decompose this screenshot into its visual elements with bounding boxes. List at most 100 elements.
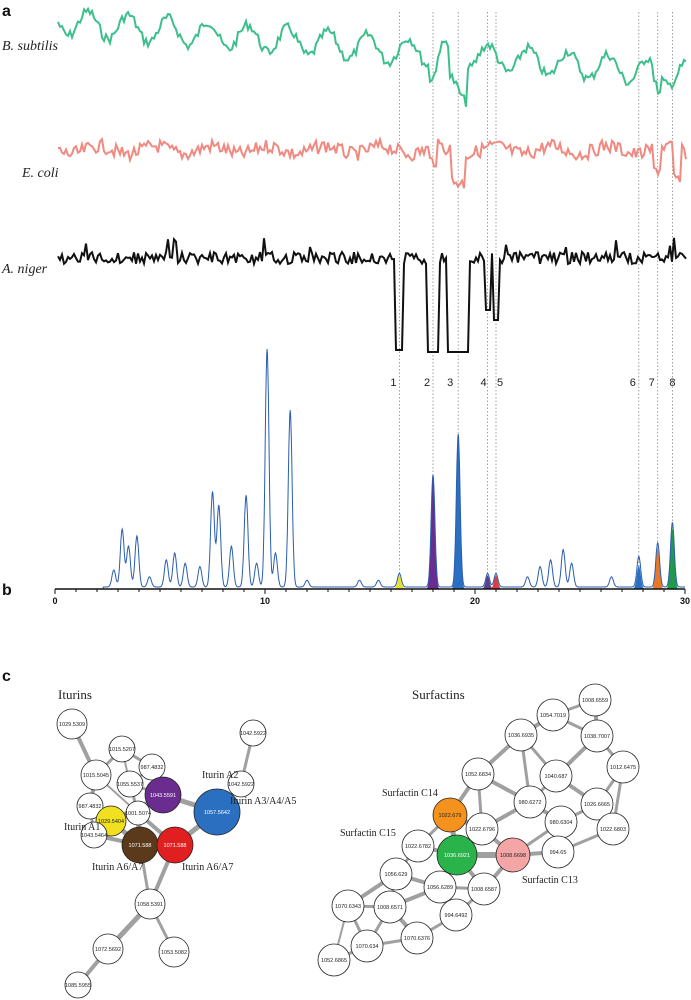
network-node-label: 1052.6865 — [321, 958, 347, 964]
network-node — [76, 792, 104, 820]
network-node-label: 1057.5642 — [204, 810, 230, 816]
network-node — [606, 750, 640, 784]
organism-label-ecoli: E. coli — [21, 166, 59, 181]
filled-peak — [394, 575, 405, 589]
filled-peak — [450, 436, 466, 589]
network-node — [239, 719, 267, 747]
x-tick-label: 10 — [260, 596, 270, 606]
network-node-label: 980.6272 — [519, 800, 542, 806]
compound-label: Iturin A6/A7 — [182, 862, 233, 873]
network-node-label: 1070.6343 — [335, 904, 361, 910]
chromatogram-trace — [55, 348, 685, 590]
network-node — [158, 936, 190, 968]
network-node-label: 1071.588 — [129, 843, 152, 849]
network-node — [580, 719, 614, 753]
network-node-label: 1072.5692 — [95, 947, 121, 953]
network-node — [125, 800, 151, 826]
network-node-label: 1008.6587 — [471, 887, 497, 893]
bioassay-traces — [57, 6, 687, 353]
x-axis: 0 10 20 30 — [52, 588, 690, 606]
network-node-label: 1015.5207 — [109, 747, 135, 753]
network-node-label: 980.6304 — [550, 820, 573, 826]
compound-label: Iturin A6/A7 — [92, 862, 143, 873]
compound-label: Surfactin C13 — [522, 875, 578, 886]
filled-peak — [652, 548, 663, 589]
network-node-label: 987.4832 — [79, 804, 102, 810]
network-node — [578, 683, 612, 717]
network-node — [350, 929, 384, 963]
network-node-label: 1053.5082 — [161, 950, 187, 956]
network-node-label: 1042.5922 — [240, 731, 266, 737]
network-node-label: 1008.6571 — [377, 905, 403, 911]
filled-peak — [482, 575, 493, 589]
network-node-label: 1085.5955 — [65, 983, 91, 989]
network-node — [539, 759, 573, 793]
organism-label-aniger: A. niger — [1, 262, 48, 277]
network-node — [156, 826, 194, 864]
network-node-label: 1008.6698 — [500, 853, 526, 859]
network-node-label: 1022.6796 — [469, 827, 495, 833]
network-node — [504, 718, 538, 752]
network-node — [134, 888, 166, 920]
network-node-label: 1008.6559 — [582, 698, 608, 704]
network-node-label: 1042.5922 — [228, 782, 254, 788]
network-node-label: 1052.6834 — [465, 772, 491, 778]
network-node — [536, 698, 570, 732]
organism-label-bsubtilis: B. subtilis — [2, 39, 59, 54]
peak-marker-lines — [398, 12, 673, 585]
compound-label: Surfactin C14 — [382, 788, 438, 799]
network-node — [108, 735, 136, 763]
network-node-label: 1036.6935 — [508, 733, 534, 739]
network-node — [465, 812, 499, 846]
iturin-network-title: Iturins — [58, 687, 92, 702]
compound-label: Surfactin C15 — [340, 828, 396, 839]
network-node-label: 1055.5537 — [117, 782, 143, 788]
network-node — [227, 770, 255, 798]
network-node — [467, 872, 501, 906]
network-node — [439, 898, 473, 932]
peak-marker-label: 4 — [481, 377, 487, 389]
surfactin-network-title: Surfactins — [412, 687, 465, 702]
network-node-label: 1056.6289 — [427, 885, 453, 891]
network-node — [116, 770, 144, 798]
iturin-network: Iturins 1029.5309 1015.5207 987.4832 1015.5… — [56, 687, 296, 999]
network-node-label: 1022.6803 — [600, 827, 626, 833]
trace-aniger — [57, 236, 687, 353]
network-node — [193, 788, 241, 836]
peak-marker-label: 2 — [424, 377, 430, 389]
network-node-label: 1022.6782 — [405, 844, 431, 850]
network-node-label: 1040.687 — [545, 774, 568, 780]
network-node-label: 1070.634 — [356, 944, 379, 950]
peak-marker-label: 1 — [390, 377, 396, 389]
network-node — [373, 890, 407, 924]
network-node — [541, 835, 575, 869]
network-node — [80, 821, 108, 849]
network-node-label: 1012.6475 — [610, 765, 636, 771]
network-node — [144, 776, 182, 814]
network-node — [317, 943, 351, 977]
network-node-label: 1058.5391 — [137, 902, 163, 908]
network-node-label: 1056.629 — [385, 872, 408, 878]
peak-marker-label: 8 — [669, 377, 675, 389]
network-node-label: 1038.7007 — [584, 734, 610, 740]
peak-marker-label: 5 — [497, 377, 503, 389]
network-node — [461, 757, 495, 791]
network-node-label: 994.65 — [550, 850, 567, 856]
filled-peak — [667, 528, 678, 589]
network-node — [56, 708, 88, 740]
filled-peak — [425, 477, 441, 589]
network-node-label: 1036.6921 — [444, 853, 470, 859]
network-node-label: 1043.5591 — [150, 793, 176, 799]
trace-bsubtilis — [57, 6, 687, 107]
network-node-label: 1070.6376 — [404, 936, 430, 942]
network-node — [92, 933, 124, 965]
network-node-label: 1071.588 — [164, 843, 187, 849]
chromatogram-plot — [55, 348, 685, 590]
network-node-label: 994.6492 — [445, 913, 468, 919]
network-node — [580, 787, 614, 821]
network-node — [436, 834, 478, 876]
surfactins-nodes: 1008.6559 1054.7019 1036.6935 1038.7007 1012… — [317, 683, 640, 977]
filled-peak — [633, 565, 645, 589]
